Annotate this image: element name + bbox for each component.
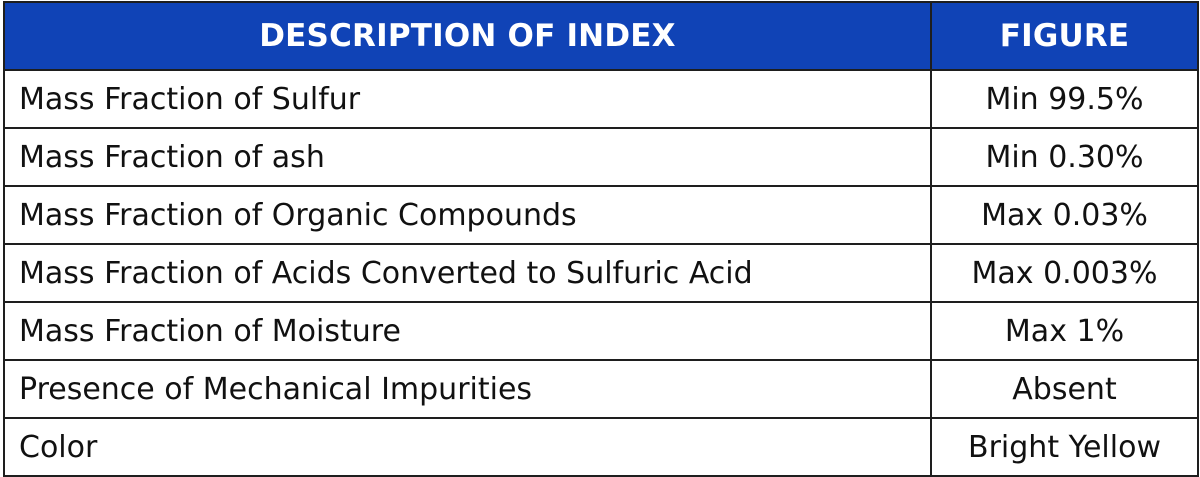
table-header: DESCRIPTION OF INDEX FIGURE xyxy=(3,1,1199,71)
row-figure: Absent xyxy=(930,359,1199,419)
table-row: Mass Fraction of Acids Converted to Sulf… xyxy=(3,243,1199,303)
row-figure: Max 1% xyxy=(930,301,1199,361)
table-row: Mass Fraction of ash Min 0.30% xyxy=(3,127,1199,187)
row-description: Mass Fraction of Moisture xyxy=(3,301,932,361)
table-row: Mass Fraction of Sulfur Min 99.5% xyxy=(3,69,1199,129)
table-row: Mass Fraction of Moisture Max 1% xyxy=(3,301,1199,361)
table-row: Mass Fraction of Organic Compounds Max 0… xyxy=(3,185,1199,245)
table-body: Mass Fraction of Sulfur Min 99.5% Mass F… xyxy=(3,69,1199,477)
header-description: DESCRIPTION OF INDEX xyxy=(3,1,932,71)
row-figure: Max 0.03% xyxy=(930,185,1199,245)
row-description: Color xyxy=(3,417,932,477)
row-description: Mass Fraction of Sulfur xyxy=(3,69,932,129)
row-figure: Bright Yellow xyxy=(930,417,1199,477)
row-figure: Min 99.5% xyxy=(930,69,1199,129)
header-figure: FIGURE xyxy=(930,1,1199,71)
specification-table: DESCRIPTION OF INDEX FIGURE Mass Fractio… xyxy=(3,1,1199,477)
row-figure: Min 0.30% xyxy=(930,127,1199,187)
row-figure: Max 0.003% xyxy=(930,243,1199,303)
row-description: Mass Fraction of Organic Compounds xyxy=(3,185,932,245)
row-description: Mass Fraction of Acids Converted to Sulf… xyxy=(3,243,932,303)
table-row: Presence of Mechanical Impurities Absent xyxy=(3,359,1199,419)
header-row: DESCRIPTION OF INDEX FIGURE xyxy=(3,1,1199,71)
table-row: Color Bright Yellow xyxy=(3,417,1199,477)
row-description: Presence of Mechanical Impurities xyxy=(3,359,932,419)
row-description: Mass Fraction of ash xyxy=(3,127,932,187)
